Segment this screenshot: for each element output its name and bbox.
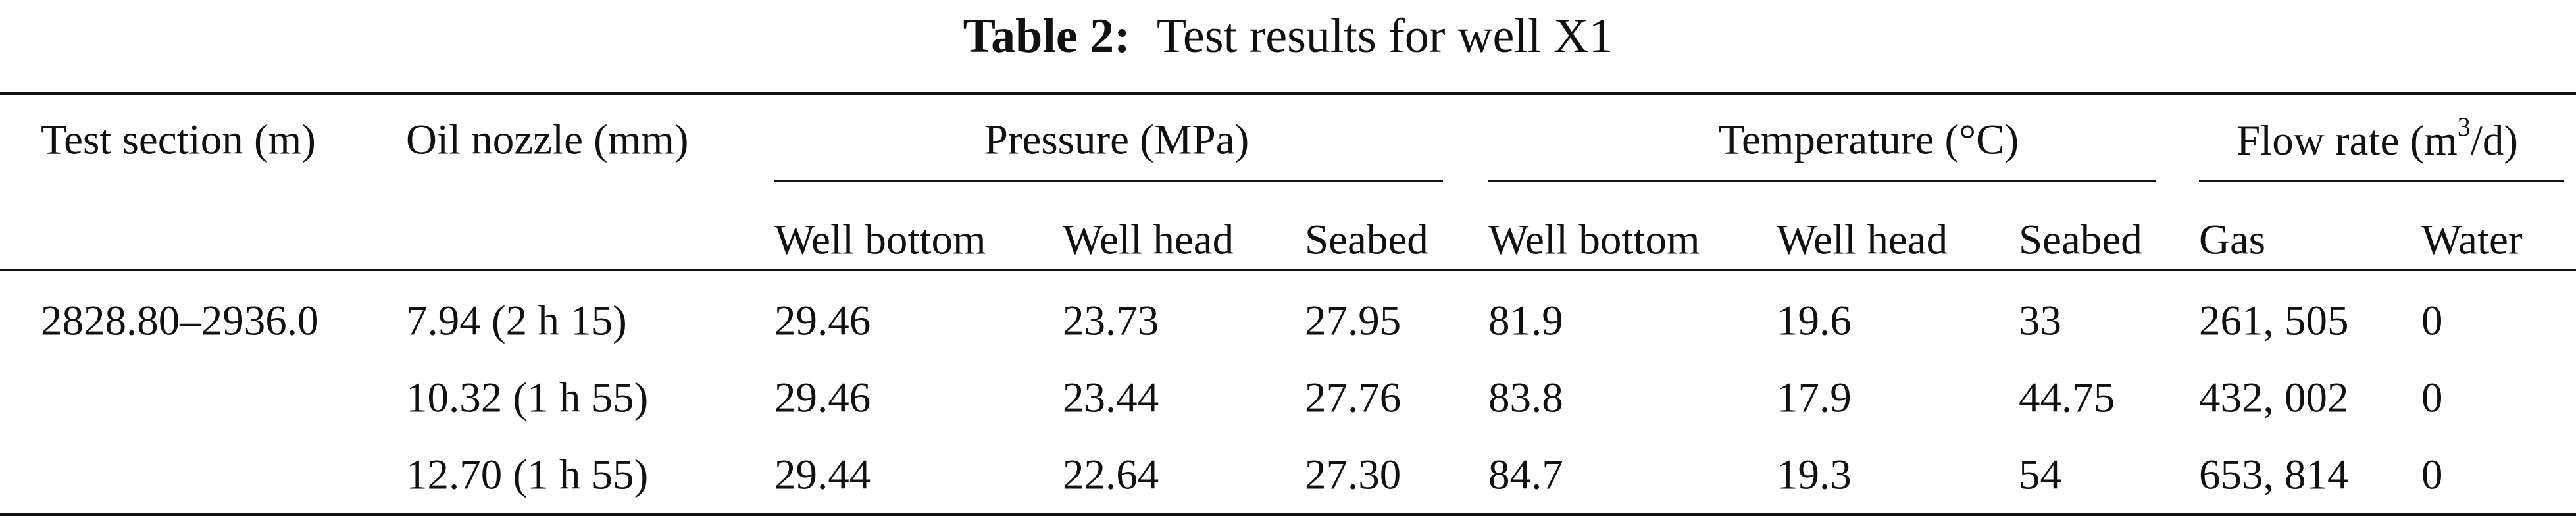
caption-label: Table 2: — [963, 9, 1130, 63]
table-cell: 17.9 — [1777, 374, 1852, 422]
table-cell: 2828.80–2936.0 — [41, 297, 319, 345]
table-top-rule — [0, 92, 2576, 95]
subheader-temperature-seabed: Seabed — [2019, 216, 2142, 264]
table-cell: 0 — [2421, 297, 2443, 345]
table-cell: 10.32 (1 h 55) — [406, 374, 649, 422]
subheader-temperature-well-bottom: Well bottom — [1488, 216, 1700, 264]
table-cell: 261, 505 — [2199, 297, 2349, 345]
subheader-flow-water: Water — [2421, 216, 2523, 264]
table-cell: 81.9 — [1488, 297, 1563, 345]
header-pressure: Pressure (MPa) — [984, 116, 1250, 164]
table-cell: 29.46 — [774, 297, 871, 345]
flow-rate-group-rule — [2199, 180, 2564, 182]
table-cell: 19.3 — [1777, 451, 1852, 499]
table-cell: 12.70 (1 h 55) — [406, 451, 649, 499]
subheader-flow-gas: Gas — [2199, 216, 2266, 264]
table-cell: 27.30 — [1305, 451, 1402, 499]
table-cell: 7.94 (2 h 15) — [406, 297, 627, 345]
header-oil-nozzle: Oil nozzle (mm) — [406, 116, 689, 164]
table-caption: Table 2: Test results for well X1 — [0, 0, 2576, 72]
table-cell: 0 — [2421, 451, 2443, 499]
table-cell: 83.8 — [1488, 374, 1563, 422]
pressure-group-rule — [774, 180, 1443, 182]
subheader-pressure-well-head: Well head — [1063, 216, 1234, 264]
table-cell: 27.76 — [1305, 374, 1402, 422]
table-header-rule — [0, 269, 2576, 271]
temperature-group-rule — [1488, 180, 2156, 182]
table-cell: 653, 814 — [2199, 451, 2349, 499]
table-bottom-rule — [0, 513, 2576, 516]
table-cell: 0 — [2421, 374, 2443, 422]
table-cell: 29.46 — [774, 374, 871, 422]
caption-text: Test results for well X1 — [1156, 9, 1613, 63]
table-cell: 23.73 — [1063, 297, 1159, 345]
header-temperature: Temperature (°C) — [1718, 116, 2019, 164]
table-cell: 29.44 — [774, 451, 871, 499]
table-cell: 44.75 — [2019, 374, 2115, 422]
subheader-temperature-well-head: Well head — [1777, 216, 1948, 264]
table-cell: 23.44 — [1063, 374, 1159, 422]
table-cell: 84.7 — [1488, 451, 1563, 499]
subheader-pressure-well-bottom: Well bottom — [774, 216, 986, 264]
table-cell: 54 — [2019, 451, 2061, 499]
table-cell: 22.64 — [1063, 451, 1159, 499]
table-cell: 19.6 — [1777, 297, 1852, 345]
table-cell: 432, 002 — [2199, 374, 2349, 422]
subheader-pressure-seabed: Seabed — [1305, 216, 1428, 264]
header-flow-rate: Flow rate (m3/d) — [2236, 112, 2518, 165]
table-cell: 33 — [2019, 297, 2061, 345]
table-cell: 27.95 — [1305, 297, 1402, 345]
header-test-section: Test section (m) — [41, 116, 316, 164]
